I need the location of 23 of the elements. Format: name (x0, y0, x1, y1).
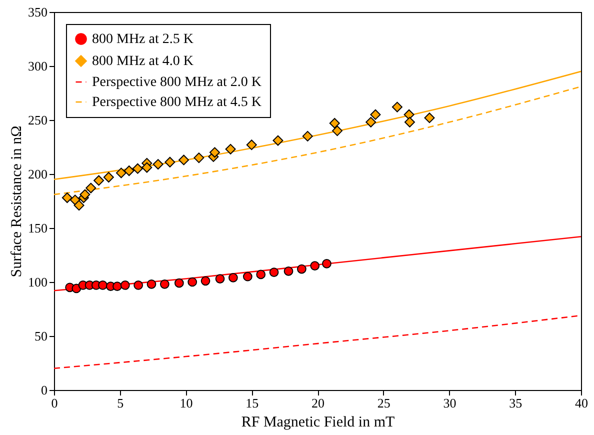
x-tick-label: 35 (509, 396, 522, 410)
x-tick-label: 0 (51, 396, 58, 410)
x-axis-title: RF Magnetic Field in mT (241, 414, 395, 430)
x-tick-label: 40 (575, 396, 588, 410)
y-tick-label: 250 (28, 112, 48, 128)
legend-label: Perspective 800 MHz at 4.5 K (92, 95, 262, 110)
legend-label: 800 MHz at 2.5 K (92, 32, 194, 47)
y-tick-label: 150 (28, 220, 48, 236)
y-tick-label: 300 (28, 58, 48, 74)
y-tick-label: 200 (28, 166, 48, 182)
y-tick-label: 100 (28, 274, 48, 290)
y-tick-label: 50 (34, 328, 48, 344)
legend-label: Perspective 800 MHz at 2.0 K (92, 75, 262, 90)
x-tick-label: 20 (312, 396, 324, 410)
x-tick-label: 5 (117, 396, 124, 410)
x-tick-label: 10 (180, 396, 193, 410)
x-tick-label: 25 (377, 396, 390, 410)
legend-label: 800 MHz at 4.0 K (92, 54, 194, 69)
x-tick-label: 30 (443, 396, 456, 410)
x-tick-label: 15 (246, 396, 259, 410)
y-axis-title: Surface Resistance in nΩ (9, 126, 25, 278)
y-tick-label: 0 (41, 382, 48, 398)
y-tick-label: 350 (28, 4, 48, 20)
